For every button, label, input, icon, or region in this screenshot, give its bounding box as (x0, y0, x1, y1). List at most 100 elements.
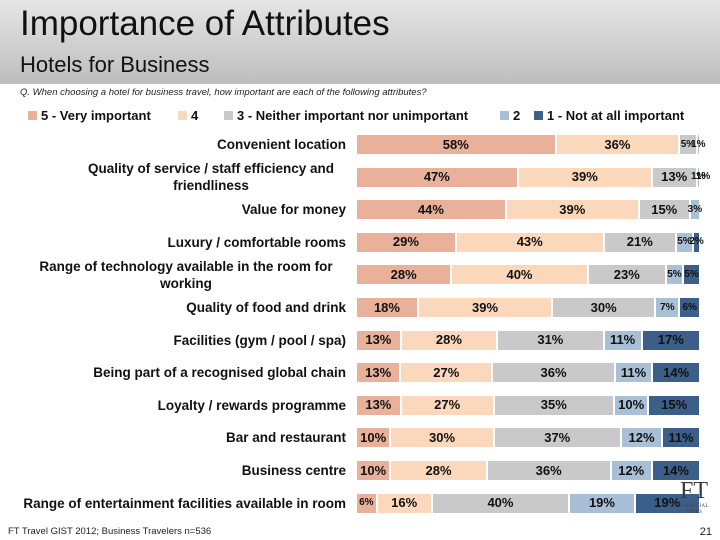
category-label: Convenient location (216, 137, 346, 152)
category-label: Bar and restaurant (225, 430, 346, 446)
data-label: 21% (626, 234, 653, 250)
data-label: 28% (435, 332, 462, 348)
bar-segment (376, 492, 432, 514)
bar-segment (356, 264, 452, 286)
category-label: Quality of food and drink (186, 300, 346, 315)
category-label: Range of technology available in the roo… (39, 258, 333, 291)
bar-segment (356, 166, 518, 188)
data-label: 31% (537, 332, 564, 348)
bar-segment (356, 297, 418, 318)
bar-segment (497, 329, 604, 351)
data-label: 14% (662, 462, 689, 478)
data-label: 12% (618, 462, 645, 478)
bar-segment (356, 231, 456, 253)
legend-label: 3 - Neither important nor unimportant (237, 108, 469, 123)
legend-swatch (178, 111, 187, 120)
data-label: 11% (668, 429, 694, 445)
bar-segment (651, 166, 697, 188)
bar-segment (451, 264, 588, 286)
data-label: 40% (506, 266, 533, 282)
bar-segment (638, 199, 690, 221)
bar-segment (620, 427, 663, 449)
bar-segment (603, 329, 642, 351)
data-label: 30% (428, 429, 456, 445)
category-label: Quality of service / staff efficiency an… (87, 161, 335, 194)
bar-segment (614, 362, 653, 384)
category-label: Business centre (241, 463, 346, 478)
data-label: 29% (392, 234, 419, 250)
category-label: Being part of a recognised global chain (93, 365, 346, 381)
data-label: 39% (571, 169, 598, 185)
data-label: 13% (365, 364, 392, 380)
data-label: 5% (667, 268, 682, 280)
data-label: 15% (661, 397, 688, 413)
bar-segment (634, 492, 700, 514)
bar-segment (641, 329, 700, 351)
data-label: 1% (691, 171, 706, 183)
legend-swatch (500, 111, 509, 120)
legend-item-3: 3 - Neither important nor unimportant (224, 108, 468, 123)
legend-label: 5 - Very important (41, 108, 151, 123)
data-label: 3% (687, 203, 703, 215)
bar-segment (505, 199, 639, 221)
data-label: 19% (588, 495, 615, 511)
bar-segment (569, 492, 635, 514)
bar-segment (390, 460, 487, 481)
category-label: Value for money (241, 202, 346, 218)
bar-segment (400, 394, 494, 416)
title-banner: Importance of Attributes Hotels for Busi… (0, 0, 720, 84)
legend-item-4: 2 (500, 108, 520, 123)
data-label: 36% (604, 136, 631, 152)
page-number: 21 (699, 526, 712, 538)
bar-segment (665, 264, 683, 286)
data-label: 16% (391, 495, 418, 511)
bar-segment (679, 297, 700, 318)
bar-segment (696, 134, 700, 155)
bar-segment (400, 362, 493, 384)
bar-segment (431, 492, 570, 514)
data-label: 11% (609, 332, 636, 348)
category-label: Loyalty / rewards programme (157, 397, 346, 413)
data-label: 10% (360, 429, 387, 445)
data-label: 5% (677, 236, 692, 248)
data-label: 39% (559, 201, 586, 217)
legend-label: 4 (191, 108, 199, 123)
legend-item-5: 1 - Not at all important (534, 108, 684, 123)
bar-segment (400, 329, 498, 351)
data-label: 43% (516, 234, 543, 250)
data-label: 18% (373, 299, 400, 315)
legend-label: 1 - Not at all important (547, 108, 685, 123)
data-label: 5% (680, 138, 696, 150)
ft-logo-subtext: FINANCIAL TIMES (679, 504, 709, 515)
category-label: Range of entertainment facilities availa… (23, 495, 346, 511)
bar-segment (555, 134, 680, 155)
data-label: 10% (360, 462, 387, 478)
bar-segment (662, 427, 700, 449)
bar-segment (493, 394, 614, 416)
bar-segment (679, 134, 697, 155)
bar-segment (356, 329, 401, 351)
bar-segment (552, 297, 656, 318)
bar-segment (492, 362, 615, 384)
data-label: 35% (540, 397, 567, 413)
legend-label: 2 (513, 108, 521, 123)
data-label: 1% (695, 171, 711, 183)
data-label: 10% (618, 397, 645, 413)
data-label: 6% (682, 301, 697, 313)
bar-segment (493, 427, 621, 449)
data-label: 19% (654, 495, 681, 511)
bar-segment (455, 231, 604, 253)
data-label: 23% (613, 266, 640, 282)
data-label: 15% (651, 201, 678, 217)
data-label: 27% (433, 364, 460, 380)
bar-segment (675, 231, 694, 253)
data-label: 13% (661, 169, 688, 185)
bar-segment (356, 394, 401, 416)
data-label: 36% (535, 462, 562, 478)
bar-segment (517, 166, 652, 188)
data-label: 40% (487, 495, 514, 511)
legend-item-2: 4 (178, 108, 198, 123)
legend-item-1: 5 - Very important (28, 108, 151, 123)
bar-segment (614, 394, 649, 416)
bar-segment (356, 427, 391, 449)
